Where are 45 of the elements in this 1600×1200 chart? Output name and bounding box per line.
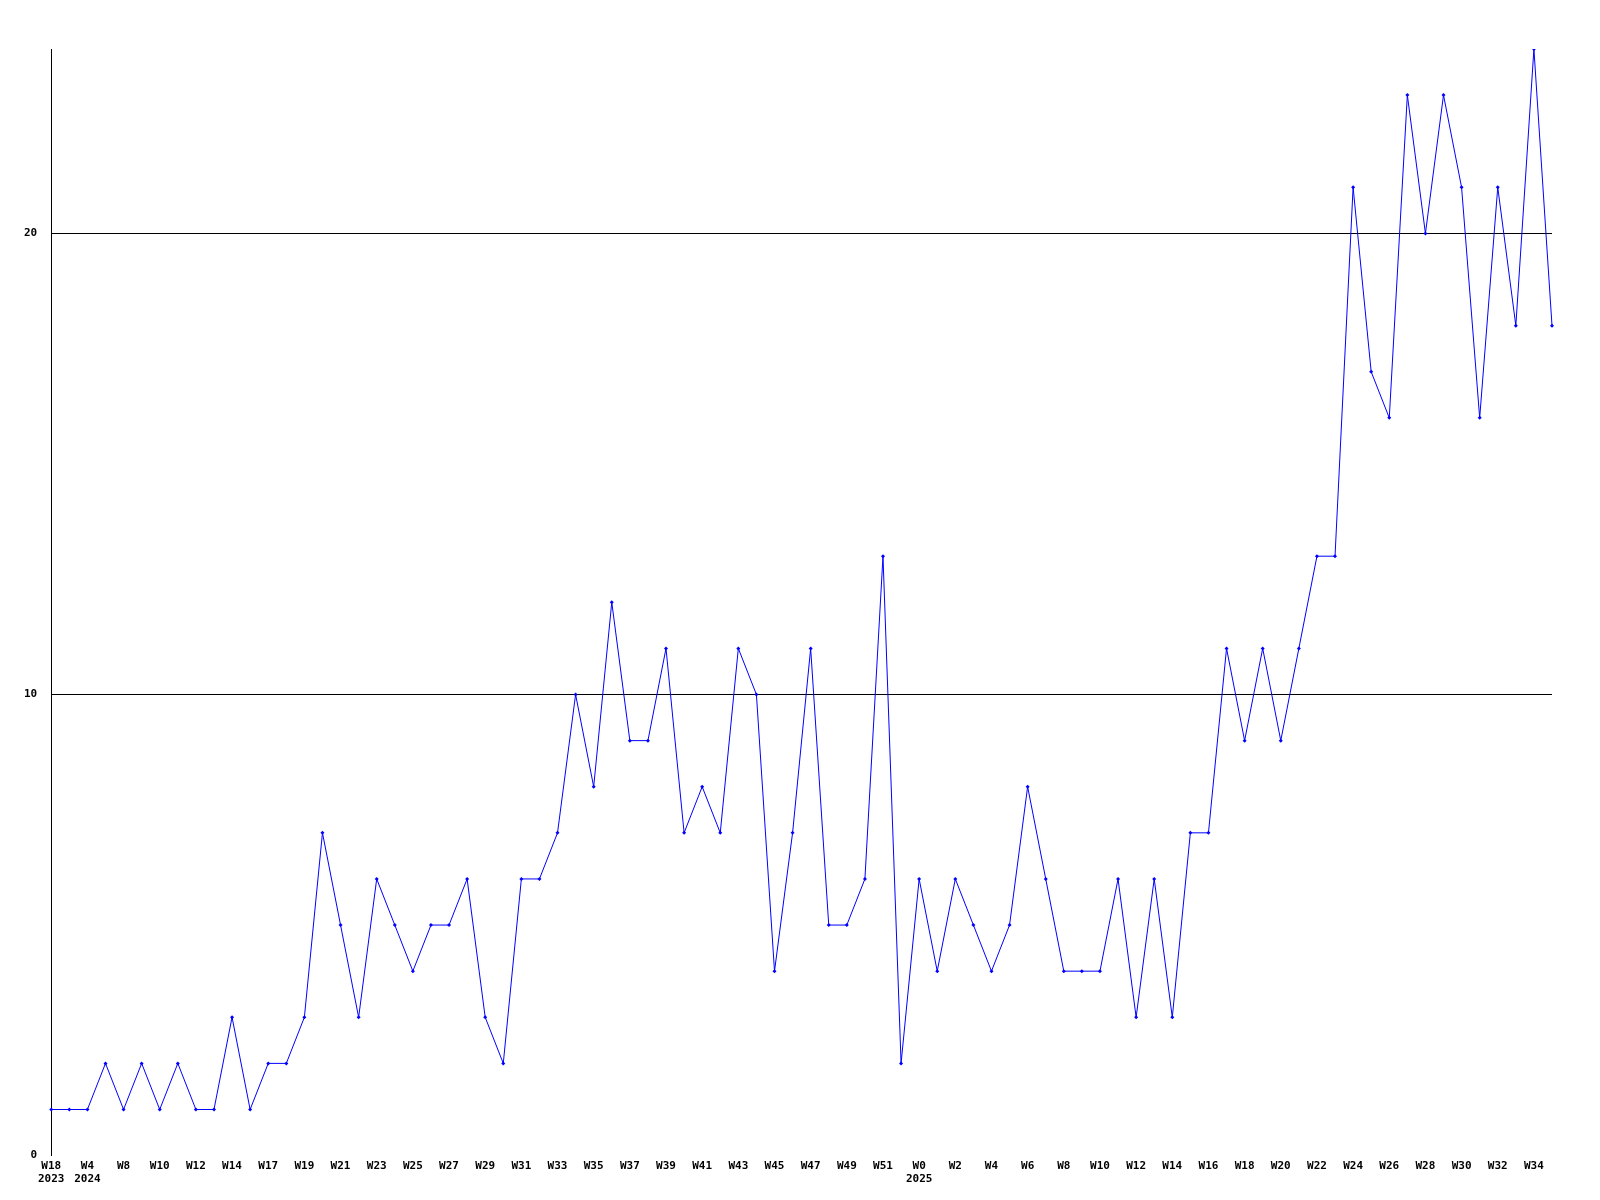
x-tick-label: W21 [330,1159,351,1173]
x-tick-label: W16 [1198,1159,1219,1173]
y-tick-label: 0 [30,1148,38,1162]
x-tick-label: W30 [1451,1159,1472,1173]
x-tick-label: W10 [149,1159,170,1173]
x-tick-label: W43 [728,1159,749,1173]
x-tick-label: W51 [873,1159,894,1173]
x-tick-label: W27 [439,1159,459,1173]
x-tick-label: W14 [222,1159,243,1173]
x-tick-label: W23 [366,1159,387,1173]
x-tick-label: W34 [1523,1159,1545,1173]
x-tick-label: W18 [1234,1159,1255,1173]
x-tick-label: W12 [185,1159,206,1173]
x-tick-label: W0 2025 [905,1159,933,1186]
x-tick-label: W20 [1270,1159,1291,1173]
x-tick-label: W25 [402,1159,423,1173]
x-tick-label: W12 [1126,1159,1147,1173]
x-tick-label: W28 [1415,1159,1436,1173]
x-tick-label: W31 [511,1159,532,1173]
x-tick-label: W47 [800,1159,821,1173]
x-tick-label: W10 [1090,1159,1110,1173]
x-tick-label: W39 [656,1159,676,1173]
x-tick-label: W24 [1343,1159,1364,1173]
x-tick-label: W6 [1021,1159,1035,1173]
y-tick-label: 10 [24,687,38,701]
x-tick-label: W22 [1307,1159,1327,1173]
y-tick-label: 20 [24,226,38,240]
x-tick-label: W4 2024 [74,1159,102,1186]
x-tick-label: W37 [619,1159,640,1173]
x-tick-label: W32 [1487,1159,1508,1173]
x-tick-label: W26 [1379,1159,1400,1173]
x-tick-label: W14 [1162,1159,1183,1173]
x-tick-label: W33 [547,1159,568,1173]
x-tick-label: W8 [1057,1159,1071,1173]
x-tick-label: W8 [116,1159,131,1173]
x-tick-label: W41 [692,1159,713,1173]
x-tick-label: W17 [258,1159,279,1173]
x-tick-label: W4 [984,1159,999,1173]
x-tick-label: W29 [475,1159,496,1173]
x-tick-label: W2 [948,1159,962,1173]
x-tick-label: W35 [583,1159,604,1173]
x-tick-label: W19 [294,1159,315,1173]
x-tick-label: W49 [836,1159,857,1173]
x-tick-label: W45 [764,1159,785,1173]
x-tick-label: W18 2023 [38,1159,65,1186]
